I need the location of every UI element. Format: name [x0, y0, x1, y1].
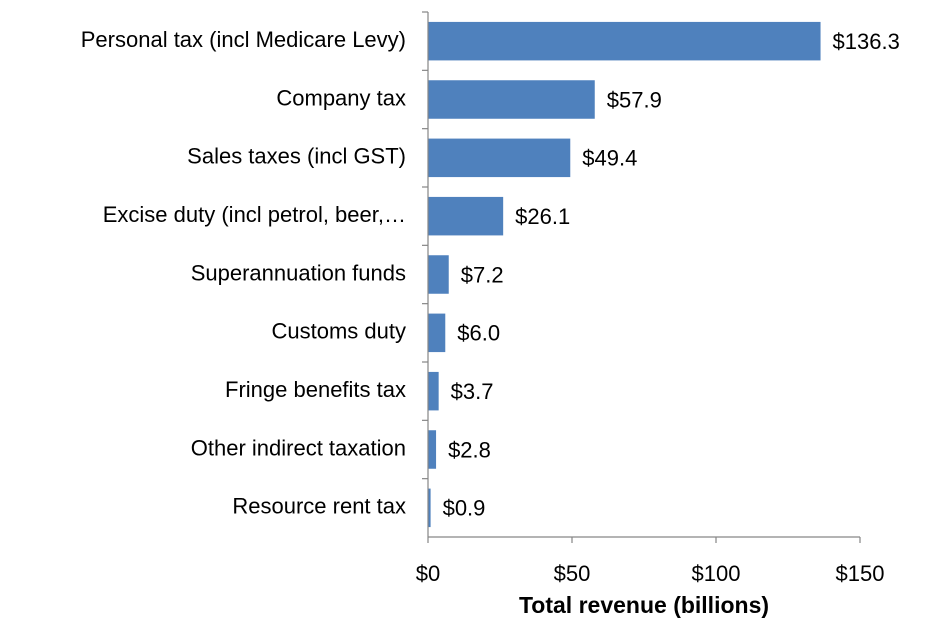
y-tick-label: Resource rent tax — [232, 494, 406, 519]
x-tick-label: $150 — [836, 561, 885, 586]
y-tick-label: Excise duty (incl petrol, beer,… — [103, 202, 406, 227]
y-tick-label: Fringe benefits tax — [225, 377, 406, 402]
bar — [428, 430, 437, 469]
x-axis-title: Total revenue (billions) — [519, 592, 769, 618]
value-label: $2.8 — [448, 437, 491, 462]
bar — [428, 196, 504, 236]
value-label: $49.4 — [582, 146, 637, 171]
x-tick-label: $50 — [554, 561, 591, 586]
value-label: $136.3 — [833, 29, 900, 54]
x-tick-label: $0 — [416, 561, 440, 586]
value-label: $3.7 — [451, 379, 494, 404]
y-tick-label: Sales taxes (incl GST) — [187, 144, 406, 169]
bar — [428, 313, 446, 353]
x-tick-label: $100 — [692, 561, 741, 586]
bar — [428, 488, 431, 528]
bar — [428, 138, 571, 178]
bar — [428, 80, 595, 119]
bar — [428, 21, 821, 61]
value-label: $26.1 — [515, 204, 570, 229]
value-label: $6.0 — [457, 321, 500, 346]
y-tick-label: Customs duty — [272, 319, 407, 344]
value-label: $7.2 — [461, 262, 504, 287]
y-tick-label: Superannuation funds — [191, 260, 406, 285]
value-label: $57.9 — [607, 87, 662, 112]
bar — [428, 255, 449, 294]
value-label: $0.9 — [443, 496, 486, 521]
y-tick-label: Company tax — [276, 85, 406, 110]
y-tick-label: Other indirect taxation — [191, 435, 406, 460]
bar — [428, 371, 439, 411]
y-tick-label: Personal tax (incl Medicare Levy) — [81, 27, 406, 52]
